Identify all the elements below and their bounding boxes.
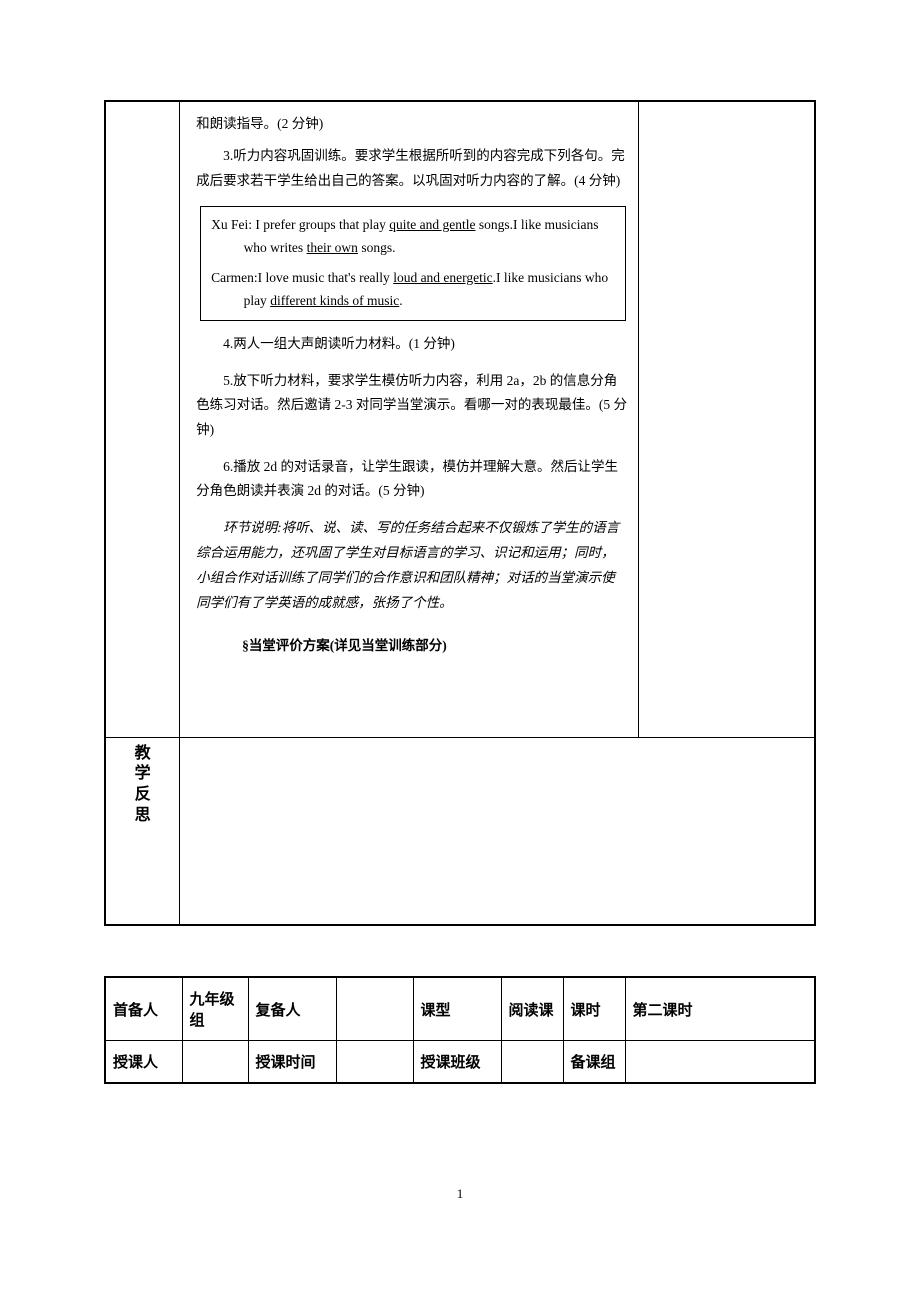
paragraph-5: 6.播放 2d 的对话录音，让学生跟读，模仿并理解大意。然后让学生分角色朗读并表… xyxy=(196,455,628,504)
reflection-label: 教 学 反 思 xyxy=(114,744,171,827)
teach-class-label: 授课班级 xyxy=(413,1041,501,1084)
dialogue-line-2: Carmen:I love music that's really loud a… xyxy=(211,267,615,313)
period-value: 第二课时 xyxy=(625,977,815,1041)
first-author-value: 九年级组 xyxy=(182,977,248,1041)
teach-class-value xyxy=(501,1041,563,1084)
paragraph-2: 3.听力内容巩固训练。要求学生根据所听到的内容完成下列各句。完成后要求若干学生给… xyxy=(196,144,628,193)
reflection-label-cell: 教 学 反 思 xyxy=(105,737,180,925)
evaluation-heading: §当堂评价方案(详见当堂训练部分) xyxy=(196,634,628,658)
reflection-row: 教 学 反 思 xyxy=(105,737,815,925)
prep-group-label: 备课组 xyxy=(563,1041,625,1084)
info-row-1: 首备人 九年级组 复备人 课型 阅读课 课时 第二课时 xyxy=(105,977,815,1041)
content-block: 和朗读指导。(2 分钟) 3.听力内容巩固训练。要求学生根据所听到的内容完成下列… xyxy=(188,108,630,731)
paragraph-1: 和朗读指导。(2 分钟) xyxy=(196,112,628,136)
first-author-label: 首备人 xyxy=(105,977,182,1041)
page-number: 1 xyxy=(104,1186,816,1202)
second-author-label: 复备人 xyxy=(248,977,336,1041)
class-type-value: 阅读课 xyxy=(501,977,563,1041)
explanation-note: 环节说明:将听、说、读、写的任务结合起来不仅锻炼了学生的语言综合运用能力，还巩固… xyxy=(196,516,628,616)
right-notes-cell xyxy=(638,101,815,737)
teach-time-value xyxy=(336,1041,413,1084)
dialogue-line-1: Xu Fei: I prefer groups that play quite … xyxy=(211,214,615,260)
prep-group-value xyxy=(625,1041,815,1084)
class-type-label: 课型 xyxy=(413,977,501,1041)
content-cell: 和朗读指导。(2 分钟) 3.听力内容巩固训练。要求学生根据所听到的内容完成下列… xyxy=(180,101,639,737)
teacher-value xyxy=(182,1041,248,1084)
second-author-value xyxy=(336,977,413,1041)
course-info-table: 首备人 九年级组 复备人 课型 阅读课 课时 第二课时 授课人 授课时间 授课班… xyxy=(104,976,816,1084)
teacher-label: 授课人 xyxy=(105,1041,182,1084)
reflection-content-cell xyxy=(180,737,815,925)
dialogue-box: Xu Fei: I prefer groups that play quite … xyxy=(200,206,626,321)
lesson-plan-table: 和朗读指导。(2 分钟) 3.听力内容巩固训练。要求学生根据所听到的内容完成下列… xyxy=(104,100,816,926)
content-row: 和朗读指导。(2 分钟) 3.听力内容巩固训练。要求学生根据所听到的内容完成下列… xyxy=(105,101,815,737)
paragraph-3: 4.两人一组大声朗读听力材料。(1 分钟) xyxy=(196,332,628,356)
period-label: 课时 xyxy=(563,977,625,1041)
info-row-2: 授课人 授课时间 授课班级 备课组 xyxy=(105,1041,815,1084)
left-label-cell xyxy=(105,101,180,737)
teach-time-label: 授课时间 xyxy=(248,1041,336,1084)
paragraph-4: 5.放下听力材料，要求学生模仿听力内容，利用 2a，2b 的信息分角色练习对话。… xyxy=(196,369,628,442)
